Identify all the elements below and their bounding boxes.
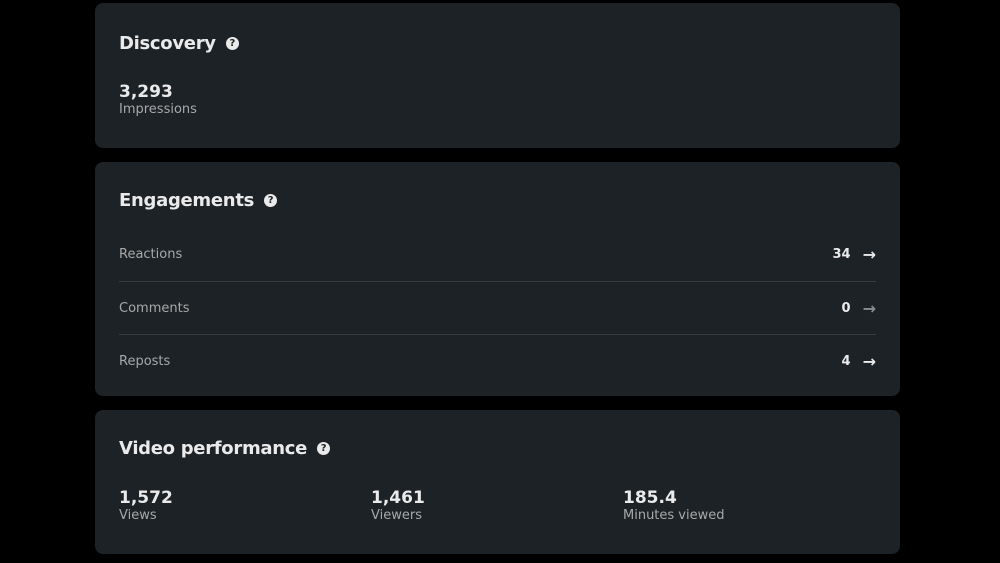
impressions-stat: 3,293 Impressions	[119, 82, 197, 117]
arrow-right-icon: →	[862, 299, 876, 318]
impressions-label: Impressions	[119, 102, 197, 117]
viewers-stat: 1,461 Viewers	[371, 488, 425, 523]
help-icon[interactable]: ?	[317, 442, 331, 455]
discovery-card: Discovery? 3,293 Impressions	[95, 3, 900, 148]
engagement-row-comments[interactable]: Comments 0 →	[119, 281, 876, 335]
engagement-row-reactions[interactable]: Reactions 34 →	[119, 245, 876, 264]
arrow-right-icon: →	[862, 352, 876, 371]
views-stat: 1,572 Views	[119, 488, 173, 523]
help-icon[interactable]: ?	[225, 37, 239, 50]
engagement-row-reposts[interactable]: Reposts 4 →	[119, 334, 876, 388]
engagements-title: Engagements?	[119, 190, 278, 211]
arrow-right-icon: →	[862, 245, 876, 264]
help-icon[interactable]: ?	[264, 194, 278, 207]
minutes-viewed-stat: 185.4 Minutes viewed	[623, 488, 725, 523]
impressions-value: 3,293	[119, 82, 173, 102]
engagements-card: Engagements? Reactions 34 → Comments 0 → R…	[95, 162, 900, 396]
discovery-title: Discovery?	[119, 33, 239, 54]
video-performance-title: Video performance?	[119, 438, 331, 459]
video-performance-card: Video performance? 1,572 Views 1,461 Vie…	[95, 410, 900, 554]
